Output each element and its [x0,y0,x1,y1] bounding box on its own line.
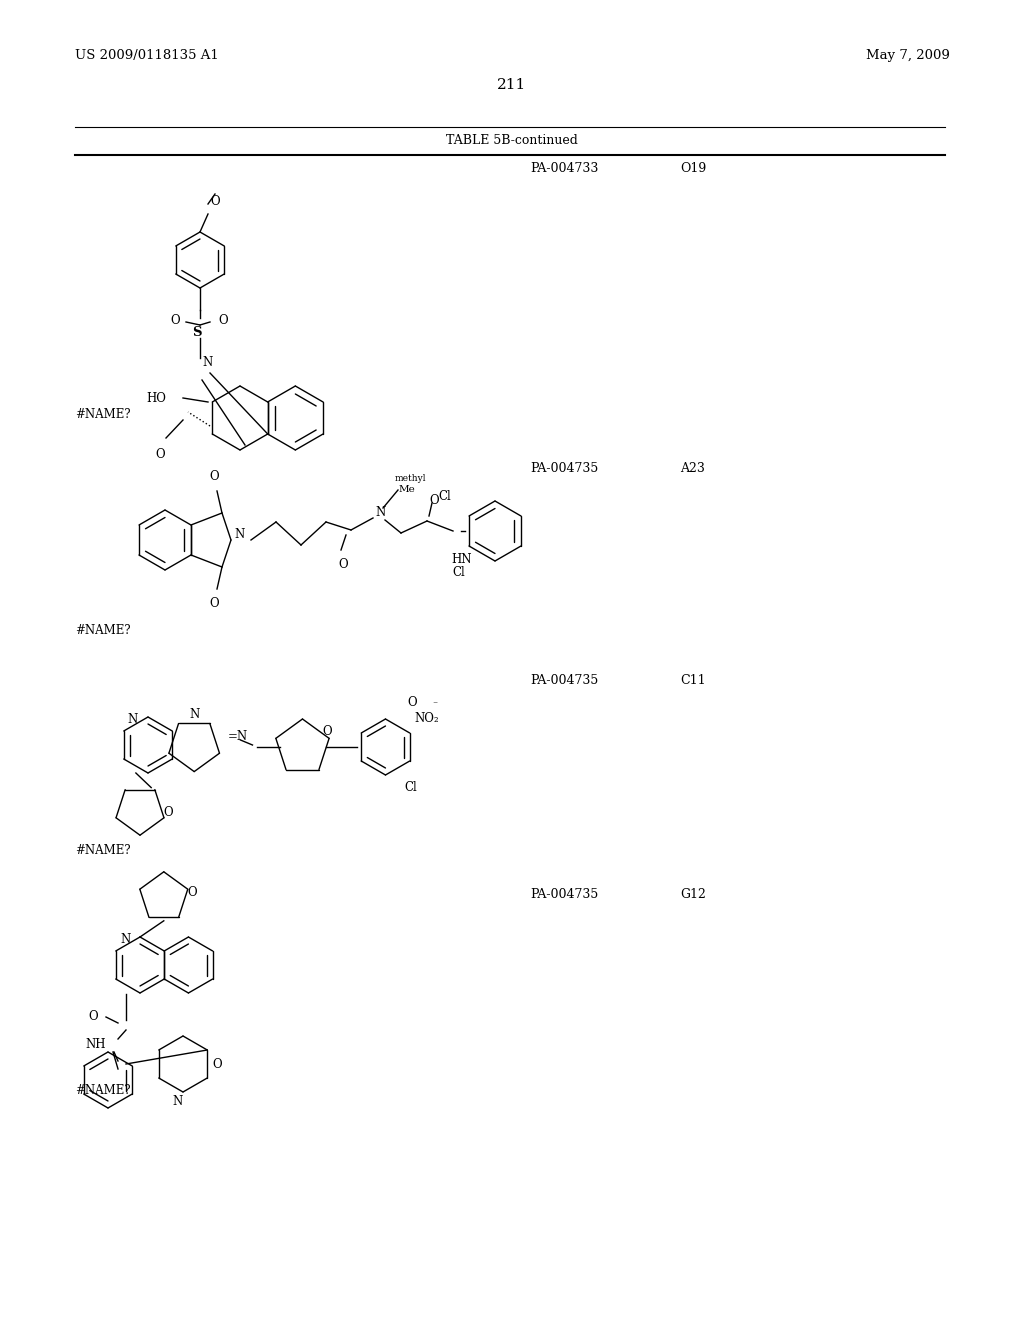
Text: N: N [189,708,200,721]
Text: A23: A23 [680,462,705,474]
Text: May 7, 2009: May 7, 2009 [866,49,950,62]
Text: Cl: Cl [438,491,451,503]
Text: S: S [193,326,202,339]
Text: N: N [121,933,131,946]
Text: O: O [209,597,219,610]
Text: O: O [212,1057,222,1071]
Text: O: O [156,447,165,461]
Text: Cl: Cl [404,781,418,795]
Text: O: O [170,314,180,326]
Text: G12: G12 [680,888,706,902]
Text: O: O [338,558,348,572]
Text: O: O [323,725,332,738]
Text: O19: O19 [680,161,707,174]
Text: N: N [375,507,385,520]
Text: O: O [210,195,219,209]
Text: 211: 211 [498,78,526,92]
Text: O: O [408,697,418,710]
Text: =N: =N [227,730,248,743]
Text: N: N [202,356,212,370]
Text: O: O [88,1011,98,1023]
Text: Cl: Cl [453,566,465,579]
Text: #NAME?: #NAME? [75,408,131,421]
Text: HO: HO [146,392,166,404]
Text: US 2009/0118135 A1: US 2009/0118135 A1 [75,49,219,62]
Text: PA-004735: PA-004735 [530,462,598,474]
Text: PA-004733: PA-004733 [530,161,598,174]
Text: N: N [127,713,137,726]
Text: O: O [429,495,438,507]
Text: #NAME?: #NAME? [75,843,131,857]
Text: O: O [187,886,198,899]
Text: N: N [173,1094,183,1107]
Text: Me: Me [399,486,416,495]
Text: O: O [164,805,173,818]
Text: #NAME?: #NAME? [75,623,131,636]
Text: O: O [218,314,227,326]
Text: C11: C11 [680,673,706,686]
Text: NO₂: NO₂ [415,711,439,725]
Text: methyl: methyl [395,474,427,483]
Text: #NAME?: #NAME? [75,1084,131,1097]
Text: N: N [234,528,245,541]
Text: NH: NH [85,1039,106,1052]
Text: HN: HN [451,553,471,566]
Text: O: O [209,470,219,483]
Text: PA-004735: PA-004735 [530,888,598,902]
Text: TABLE 5B-continued: TABLE 5B-continued [446,133,578,147]
Text: ⁻: ⁻ [433,701,438,710]
Text: PA-004735: PA-004735 [530,673,598,686]
